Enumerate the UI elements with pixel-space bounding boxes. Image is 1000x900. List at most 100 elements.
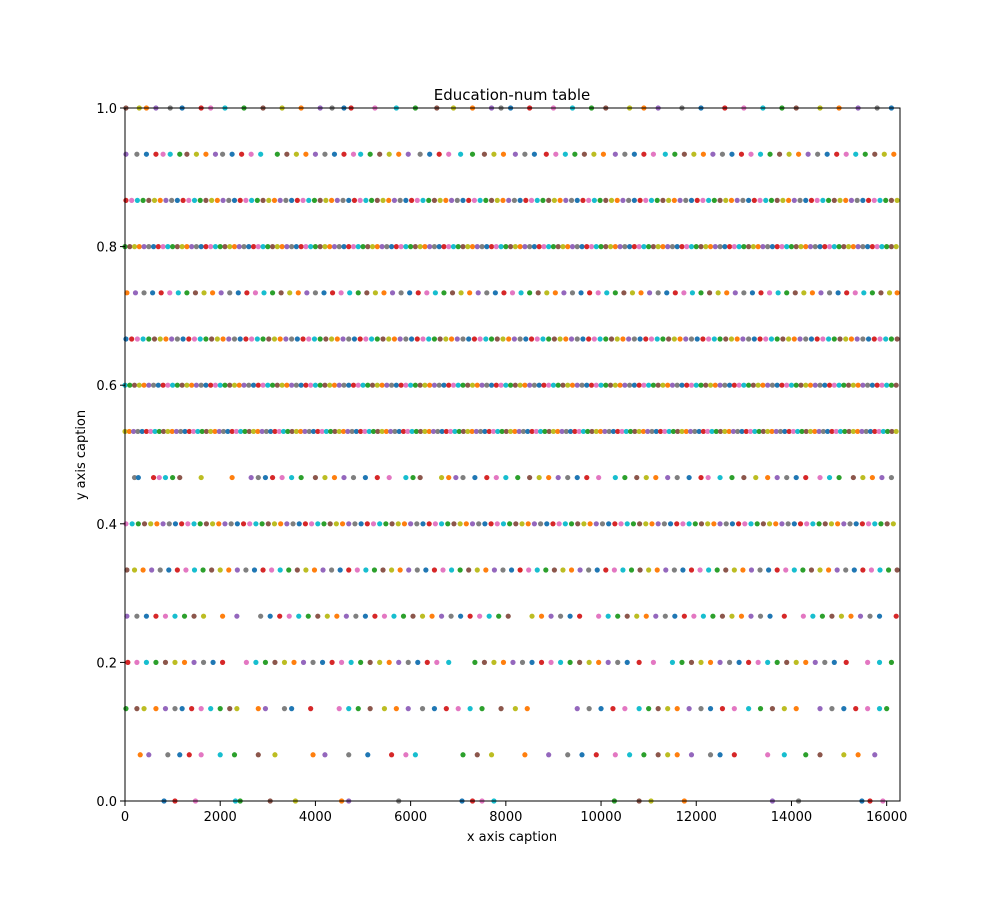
data-point [149, 567, 155, 573]
data-point [631, 336, 637, 342]
data-point [466, 336, 472, 342]
data-point [612, 474, 618, 481]
data-point [431, 706, 438, 712]
data-point [671, 567, 677, 573]
data-point [865, 706, 871, 712]
data-point [443, 336, 449, 342]
data-point [603, 336, 609, 342]
data-point [193, 382, 200, 388]
data-point [893, 613, 899, 619]
data-point [665, 382, 671, 388]
data-point [214, 336, 220, 342]
data-point [746, 659, 752, 666]
data-point [308, 244, 314, 250]
data-point [562, 521, 568, 527]
data-point [777, 428, 784, 435]
data-point [598, 382, 604, 388]
data-point [731, 567, 737, 573]
data-point [136, 382, 142, 388]
data-point [481, 151, 488, 157]
data-point [782, 428, 788, 435]
data-point [807, 428, 814, 435]
data-point [386, 197, 392, 203]
data-point [686, 474, 692, 481]
data-point [438, 613, 445, 619]
data-point [323, 336, 329, 342]
data-point [388, 428, 394, 435]
series-level-12 [122, 244, 899, 250]
data-point [272, 659, 278, 666]
data-point [341, 382, 347, 388]
data-point [431, 567, 438, 573]
data-point [131, 244, 138, 250]
data-point [269, 567, 275, 573]
data-point [831, 382, 837, 388]
data-point [713, 428, 719, 435]
data-point [184, 382, 190, 388]
data-point [200, 567, 206, 573]
data-point [869, 382, 875, 388]
data-point [707, 382, 714, 388]
data-point [129, 336, 135, 342]
data-point [541, 382, 547, 388]
data-point [496, 613, 502, 619]
data-point [191, 521, 197, 527]
data-point [888, 197, 895, 203]
data-point [141, 521, 148, 527]
data-point [438, 474, 445, 481]
data-point [220, 428, 227, 435]
data-point [729, 521, 736, 527]
data-point [879, 382, 885, 388]
data-point [289, 244, 295, 250]
data-point [857, 613, 864, 619]
data-point [885, 567, 892, 573]
data-point [846, 428, 852, 435]
data-point [710, 151, 716, 157]
data-point [384, 382, 390, 388]
data-point [591, 151, 597, 157]
data-point [575, 521, 581, 527]
data-point [632, 428, 638, 435]
data-point [369, 244, 376, 250]
data-point [349, 428, 355, 435]
data-point [757, 197, 763, 203]
data-point [455, 706, 461, 712]
data-point [493, 382, 499, 388]
data-point [203, 428, 209, 435]
data-point [814, 336, 820, 342]
data-point [579, 382, 585, 388]
data-point [655, 521, 661, 527]
data-point [503, 244, 509, 250]
data-point [580, 428, 587, 435]
data-point [237, 336, 243, 342]
data-point [436, 382, 442, 388]
data-point [488, 382, 495, 388]
data-point [135, 428, 141, 435]
data-point [577, 567, 583, 573]
data-point [235, 290, 241, 296]
data-point [565, 474, 571, 481]
data-point [719, 706, 726, 712]
data-point [666, 336, 672, 342]
data-point [267, 613, 273, 619]
data-point [626, 197, 632, 203]
data-point [217, 382, 223, 388]
data-point [419, 706, 426, 712]
data-point [660, 382, 666, 388]
data-point [287, 290, 293, 296]
data-point [773, 428, 779, 435]
data-point [874, 244, 880, 250]
data-point [135, 521, 141, 527]
data-point [141, 382, 147, 388]
data-point [152, 428, 158, 435]
data-point [865, 197, 872, 203]
data-point [614, 197, 620, 203]
data-point [672, 290, 678, 296]
series-level-4 [124, 613, 899, 619]
data-point [172, 521, 179, 527]
data-point [529, 659, 535, 666]
data-point [146, 382, 152, 388]
data-point [400, 428, 407, 435]
data-point [622, 382, 628, 388]
data-point [546, 474, 552, 481]
